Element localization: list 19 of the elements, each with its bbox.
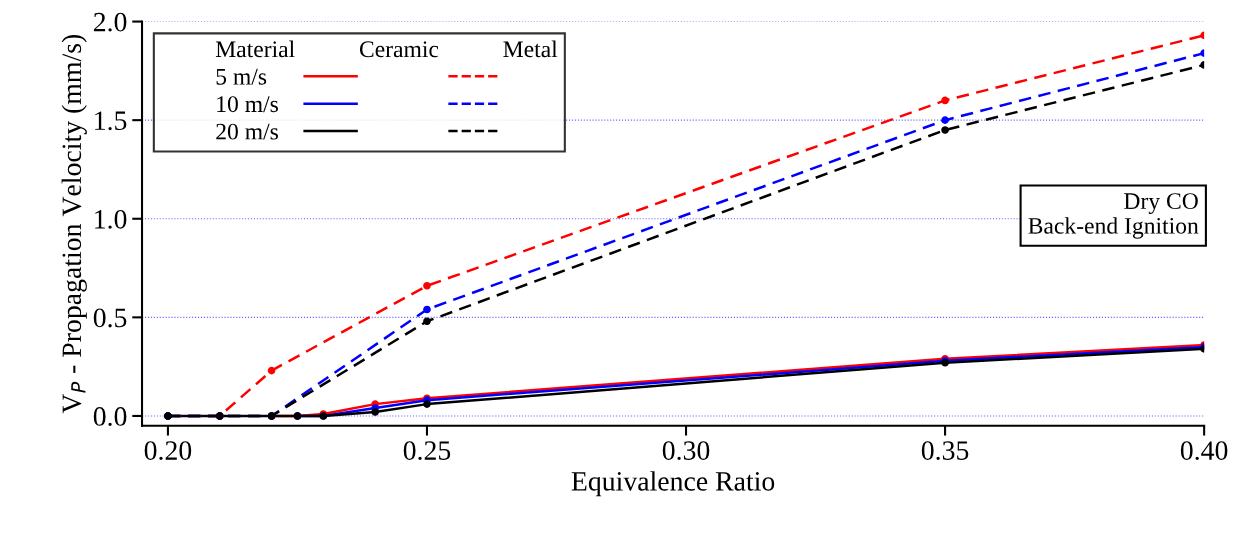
y-tick-label: 0.5 — [93, 308, 127, 328]
y-tick-label: 1.0 — [95, 209, 127, 229]
legend-label: 10 m/s — [217, 96, 278, 113]
x-axis-title: Equivalence Ratio — [571, 471, 775, 497]
y-tick-label: 2.0 — [93, 12, 127, 32]
x-tick-label: 0.25 — [403, 441, 451, 461]
x-tick-label: 0.40 — [1180, 441, 1228, 461]
annotation: Metal — [503, 40, 558, 58]
x-tick-label: 0.20 — [144, 441, 192, 461]
annotation: Ceramic — [359, 41, 439, 58]
legend-label: 5 m/s — [216, 68, 267, 85]
legend-title: Material — [215, 40, 295, 58]
y-tick-label: 1.5 — [95, 111, 127, 131]
x-tick-label: 0.35 — [921, 441, 969, 461]
annotation: Dry CO Back-end Ignition — [1028, 193, 1199, 239]
legend-label: 20 m/s — [216, 123, 278, 140]
y-tick-label: 0.0 — [93, 407, 127, 426]
y-axis-title: V$_{P}$ - Propagation Velocity (mm/s) — [61, 34, 87, 414]
x-tick-label: 0.30 — [662, 441, 710, 461]
